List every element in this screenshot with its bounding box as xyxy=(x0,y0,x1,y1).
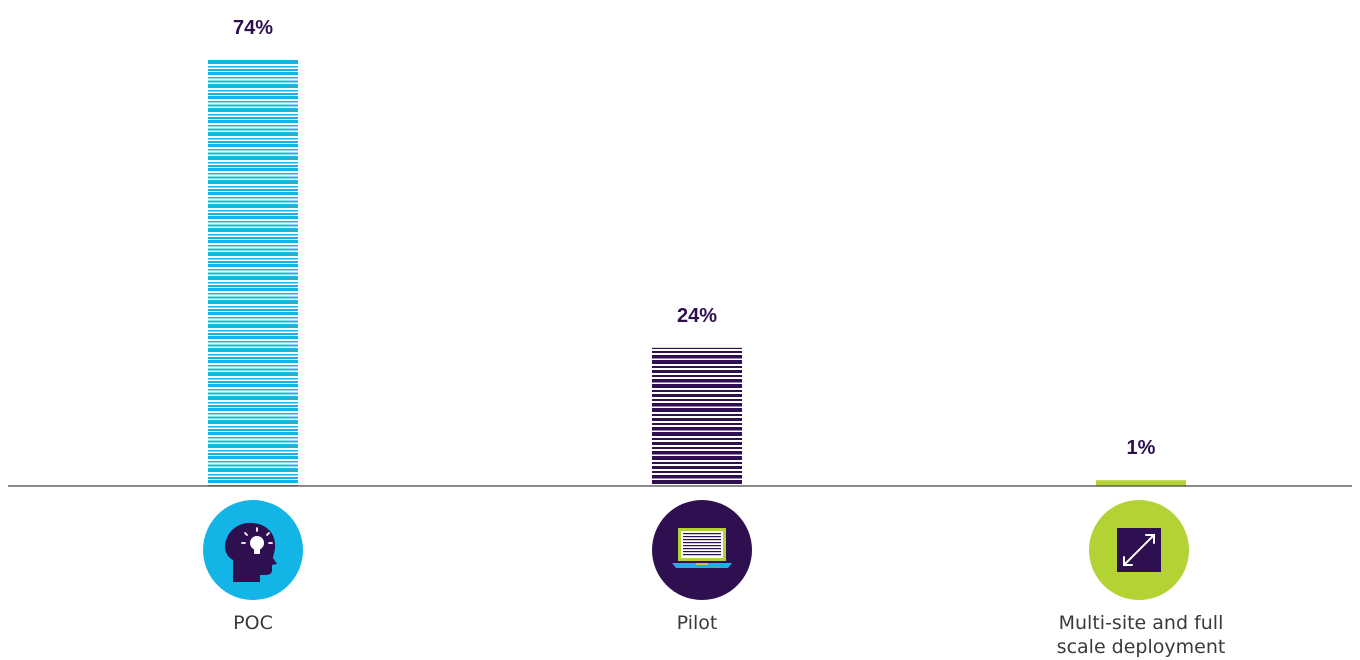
head-lightbulb-icon xyxy=(203,500,303,600)
bar-multisite xyxy=(1096,480,1186,486)
bar-pilot xyxy=(652,347,742,486)
category-label-multisite-line1: Multi-site and full xyxy=(1058,612,1224,634)
bar-poc xyxy=(208,60,298,486)
category-label-pilot: Pilot xyxy=(676,612,718,634)
value-label-pilot: 24% xyxy=(677,305,717,327)
laptop-binary-icon xyxy=(652,500,752,600)
value-label-poc: 74% xyxy=(233,17,273,39)
category-label-poc: POC xyxy=(233,612,273,634)
poc-icon-badge xyxy=(203,500,303,600)
pilot-icon-badge xyxy=(652,500,752,600)
diagonal-arrow-expand-icon xyxy=(1089,500,1189,600)
category-label-multisite-line2: scale deployment xyxy=(1056,636,1226,658)
value-label-multisite: 1% xyxy=(1127,437,1156,459)
multisite-icon-badge xyxy=(1089,500,1189,600)
category-label-multisite: Multi-site and full scale deployment xyxy=(1011,611,1271,659)
